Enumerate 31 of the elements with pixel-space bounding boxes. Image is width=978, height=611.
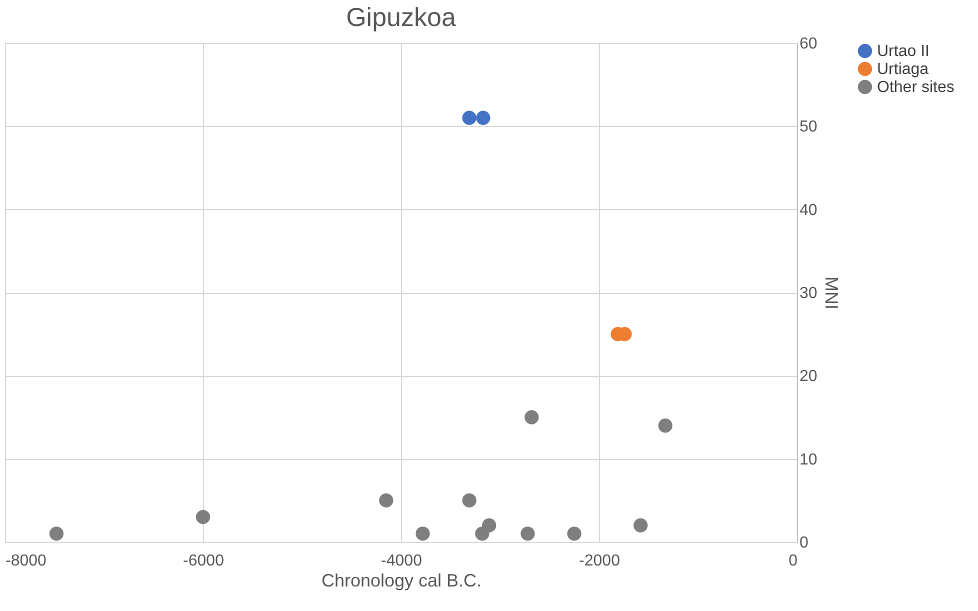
point <box>482 518 496 532</box>
y-tick-label: 30 <box>800 285 818 302</box>
y-axis-title: MNI <box>821 276 842 310</box>
point <box>462 110 476 125</box>
point <box>524 410 539 424</box>
chart-title: Gipuzkoa <box>346 2 456 32</box>
y-tick-label: 10 <box>800 451 818 468</box>
point <box>476 110 490 125</box>
point <box>658 418 672 433</box>
x-tick-label: -8000 <box>6 552 47 570</box>
point <box>416 526 430 541</box>
x-tick-label: -4000 <box>381 552 422 570</box>
legend-label: Urtiaga <box>877 61 929 78</box>
y-tick-label: 50 <box>800 118 818 136</box>
legend-label: Urtao II <box>877 43 930 60</box>
point <box>520 526 535 541</box>
legend-label: Other sites <box>877 79 954 96</box>
point <box>196 510 210 524</box>
point <box>462 493 476 508</box>
point <box>49 526 64 541</box>
y-tick-label: 20 <box>800 368 818 386</box>
y-tick-label: 60 <box>800 36 818 52</box>
x-tick-label: 0 <box>788 552 798 570</box>
y-tick-label: 0 <box>800 534 808 552</box>
x-tick-label: -2000 <box>579 552 620 570</box>
point <box>379 493 394 508</box>
y-tick-label: 40 <box>800 202 818 219</box>
x-tick-label: -6000 <box>183 552 224 570</box>
point <box>634 518 648 532</box>
point <box>567 526 582 541</box>
x-axis-title: Chronology cal B.C. <box>321 570 482 590</box>
